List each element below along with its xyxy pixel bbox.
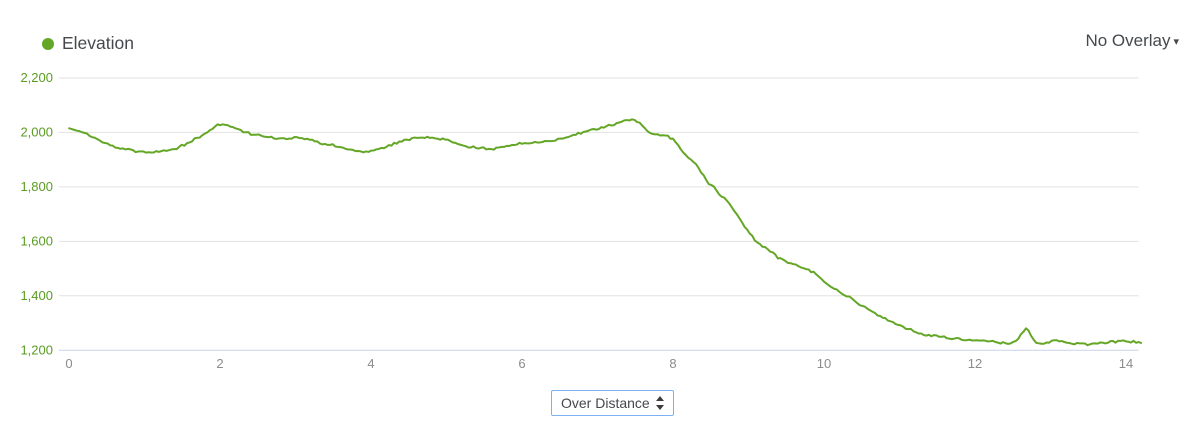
svg-text:1,800: 1,800	[20, 179, 53, 194]
svg-text:2: 2	[216, 356, 223, 371]
svg-text:1,600: 1,600	[20, 234, 53, 249]
svg-text:6: 6	[518, 356, 525, 371]
svg-text:12: 12	[968, 356, 982, 371]
svg-text:2,000: 2,000	[20, 125, 53, 140]
svg-text:8: 8	[669, 356, 676, 371]
svg-text:1,400: 1,400	[20, 288, 53, 303]
svg-text:4: 4	[367, 356, 374, 371]
svg-text:10: 10	[817, 356, 831, 371]
svg-text:14: 14	[1119, 356, 1133, 371]
svg-text:2,200: 2,200	[20, 70, 53, 85]
svg-text:1,200: 1,200	[20, 343, 53, 358]
svg-text:0: 0	[65, 356, 72, 371]
